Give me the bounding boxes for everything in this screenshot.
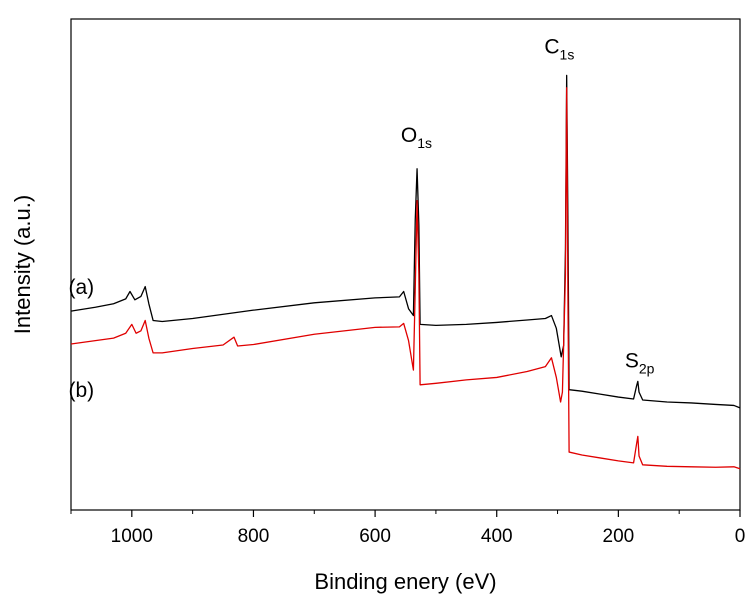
label-layer: O1s C1s S2p (a) (b) xyxy=(69,35,655,402)
x-tick-label: 600 xyxy=(359,526,391,547)
x-tick-label: 400 xyxy=(481,526,513,547)
series-layer xyxy=(70,74,741,470)
series-line-a xyxy=(70,74,741,409)
series-label-b: (b) xyxy=(69,379,95,402)
series-line-b xyxy=(70,87,741,470)
x-tick-label: 800 xyxy=(238,526,270,547)
x-tick-label: 0 xyxy=(735,526,746,547)
peak-label-o1s: O1s xyxy=(401,124,432,151)
x-axis-title: Binding enery (eV) xyxy=(314,569,496,594)
x-tick-label: 200 xyxy=(603,526,635,547)
peak-label-c1s: C1s xyxy=(544,35,574,62)
axis-layer: 1000 800 600 400 200 0 xyxy=(70,510,746,547)
x-tick-label: 1000 xyxy=(111,526,153,547)
y-axis-title: Intensity (a.u.) xyxy=(10,195,35,334)
plot-frame xyxy=(70,18,741,511)
peak-label-s2p: S2p xyxy=(625,350,655,377)
plot-area xyxy=(70,18,741,511)
series-label-a: (a) xyxy=(69,276,95,299)
